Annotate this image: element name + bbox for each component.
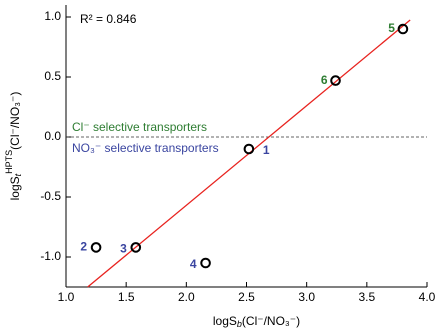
- point-label: 6: [321, 73, 328, 87]
- data-point: [243, 143, 255, 155]
- x-tick-label: 1.0: [58, 290, 75, 304]
- y-axis-title-part: (Cl⁻/NO₃⁻): [8, 92, 22, 150]
- y-tick-label: -0.5: [40, 189, 61, 203]
- data-point: [130, 242, 142, 253]
- x-axis-title-sub: b: [237, 319, 242, 329]
- point-label: 5: [388, 21, 395, 35]
- data-point: [90, 242, 102, 253]
- x-tick-label: 4.0: [419, 290, 436, 304]
- y-axis-title-sup: HPTS: [4, 150, 14, 174]
- data-point: [200, 257, 211, 269]
- data-point: [397, 23, 409, 35]
- x-tick-label: 2.5: [238, 290, 255, 304]
- x-tick-label: 1.5: [118, 290, 135, 304]
- y-tick-label: 0.5: [44, 69, 61, 83]
- y-axis-title-sub: t: [13, 173, 23, 176]
- annotation: Cl⁻ selective transporters: [72, 120, 207, 134]
- point-label: 4: [190, 257, 197, 271]
- y-axis-title-part: logS: [8, 176, 22, 200]
- x-axis-title-part: (Cl⁻/NO₃⁻): [242, 314, 300, 328]
- point-label: 1: [263, 143, 270, 157]
- annotation: R² = 0.846: [80, 12, 137, 26]
- y-axis-title: logStHPTS(Cl⁻/NO₃⁻): [4, 92, 23, 201]
- x-tick-label: 3.0: [298, 290, 315, 304]
- data-point: [330, 75, 341, 86]
- x-tick-label: 3.5: [358, 290, 375, 304]
- point-label: 3: [120, 242, 127, 256]
- y-tick-label: 0.0: [44, 129, 61, 143]
- x-tick-label: 2.0: [178, 290, 195, 304]
- x-axis-title: logSb(Cl⁻/NO₃⁻): [213, 314, 300, 329]
- y-tick-label: 1.0: [44, 9, 61, 23]
- x-axis-title-part: logS: [213, 314, 237, 328]
- annotation: NO₃⁻ selective transporters: [72, 141, 219, 155]
- y-tick-label: -1.0: [40, 249, 61, 263]
- point-label: 2: [80, 240, 87, 254]
